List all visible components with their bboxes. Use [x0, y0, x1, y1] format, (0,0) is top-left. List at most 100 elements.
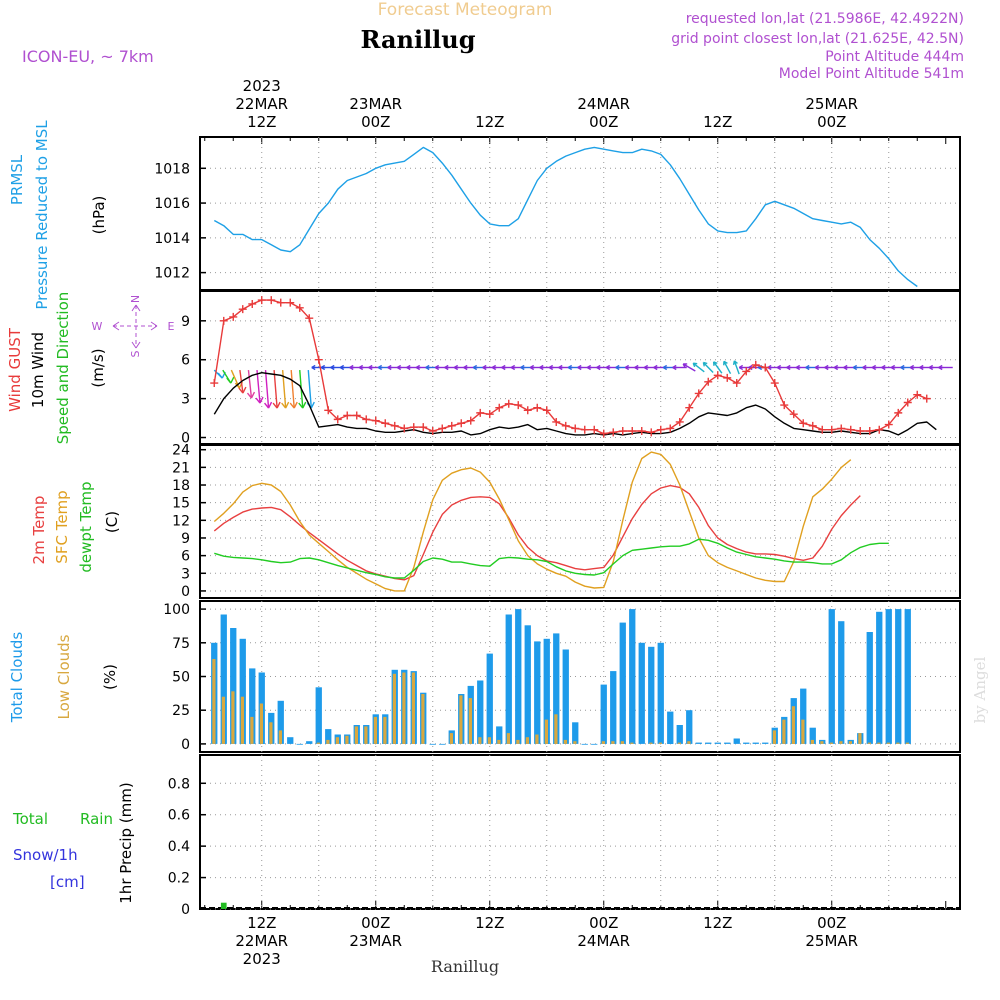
gust-marker [257, 296, 266, 305]
gust-marker [704, 377, 713, 386]
gust-marker [352, 411, 361, 420]
wind-speed-line [213, 372, 937, 436]
gust-marker [286, 298, 295, 307]
gust-marker [514, 401, 523, 410]
time-label: 2023 [243, 950, 281, 968]
low-cloud-bar [487, 737, 491, 744]
gust-marker [761, 363, 770, 372]
time-label: 23MAR [349, 932, 402, 950]
wind-arrowhead [900, 364, 905, 371]
low-cloud-bar [221, 696, 225, 744]
wind-arrowhead [909, 364, 915, 371]
wind-arrowhead [692, 362, 698, 368]
gust-ylabel: Wind GUST [6, 327, 24, 412]
time-label: 24MAR [577, 95, 630, 113]
gust-marker [276, 298, 285, 307]
pressure-panel: 1012 1014 1016 1018 PRMSL Pressure Reduced … [8, 120, 961, 310]
low-cloud-bar [231, 691, 235, 744]
precip-ylabel: 1hr Precip (mm) [117, 782, 135, 903]
gust-marker [751, 360, 760, 369]
low-cloud-bar [848, 741, 852, 744]
wind-arrowhead [482, 364, 487, 371]
wind-arrowhead [264, 401, 273, 409]
ytick-label: 9 [181, 314, 190, 330]
wind-arrowhead [558, 364, 563, 371]
time-label: 12Z [475, 113, 504, 131]
compass-s: S [129, 350, 142, 357]
low-clouds-ylabel: Low Clouds [55, 634, 73, 719]
low-cloud-bar [525, 737, 529, 744]
gust-marker [894, 408, 903, 417]
dewpt-ylabel: dewpt Temp [77, 481, 95, 572]
gust-marker [637, 427, 646, 436]
total-cloud-bar [553, 633, 560, 744]
wind-arrowhead [472, 364, 478, 371]
wind-arrowhead [453, 364, 459, 371]
wind-arrowhead [634, 364, 639, 371]
low-cloud-bar [791, 706, 795, 744]
wind-arrowhead [226, 376, 235, 384]
time-label: 22MAR [235, 932, 288, 950]
gust-marker [723, 373, 732, 382]
low-cloud-bar [326, 739, 330, 744]
wind-ylabel: 10m Wind [29, 332, 47, 408]
gust-marker [599, 429, 608, 438]
time-label: 25MAR [805, 932, 858, 950]
wind-arrowhead [712, 361, 718, 366]
gust-marker [884, 420, 893, 429]
wind-arrowhead [311, 364, 316, 371]
temp-frame [199, 444, 961, 599]
ytick-label: 21 [172, 460, 190, 476]
ytick-label: 0.4 [168, 839, 190, 855]
wind-arrowhead [862, 364, 867, 371]
wind-arrowhead [520, 364, 525, 371]
total-cloud-bar [705, 742, 712, 744]
ytick-label: 15 [172, 496, 190, 512]
total-cloud-bar [315, 687, 322, 744]
temp2m-ylabel: 2m Temp [30, 496, 48, 565]
time-label: 00Z [589, 113, 618, 131]
wind-arrow [273, 370, 278, 409]
gust-marker [865, 427, 874, 436]
gust-marker [457, 419, 466, 428]
wind-arrowhead [928, 364, 934, 371]
gust-marker [685, 403, 694, 412]
total-cloud-bar [486, 653, 493, 744]
wind-arrowhead [539, 364, 544, 371]
clouds-grid [200, 601, 960, 752]
ytick-label: 0 [181, 431, 190, 447]
compass-icon: N S W E [92, 295, 175, 358]
time-label: 2023 [243, 77, 281, 95]
clouds-bars [211, 609, 911, 745]
wind-arrowhead [415, 364, 421, 371]
low-cloud-bar [677, 742, 681, 744]
low-cloud-bar [212, 659, 216, 744]
total-cloud-bar [515, 609, 522, 744]
total-cloud-bar [505, 614, 512, 744]
temp-grid [200, 445, 960, 598]
gust-marker [428, 427, 437, 436]
ytick-label: 1018 [154, 161, 190, 177]
total-cloud-bar [591, 743, 598, 745]
wind-arrowhead [339, 364, 345, 371]
time-label: 00Z [589, 914, 618, 932]
low-cloud-bar [421, 694, 425, 744]
wind-arrowhead [786, 364, 791, 371]
pressure-grid [200, 137, 960, 290]
gust-marker [295, 303, 304, 312]
low-cloud-bar [392, 673, 396, 744]
total-cloud-bar [496, 726, 503, 744]
wind-arrowhead [358, 364, 364, 371]
low-cloud-bar [259, 703, 263, 744]
wind-arrowhead [624, 364, 630, 371]
gust-marker [666, 424, 675, 433]
wind-arrowhead [643, 364, 649, 371]
total-cloud-bar [562, 649, 569, 744]
gust-marker [571, 424, 580, 433]
wind-arrowhead [776, 364, 782, 371]
ytick-label: 18 [172, 478, 190, 494]
wind-arrowhead [387, 364, 392, 371]
wind-arrowhead [615, 364, 620, 371]
wind-arrowhead [805, 364, 810, 371]
gust-marker [742, 367, 751, 376]
